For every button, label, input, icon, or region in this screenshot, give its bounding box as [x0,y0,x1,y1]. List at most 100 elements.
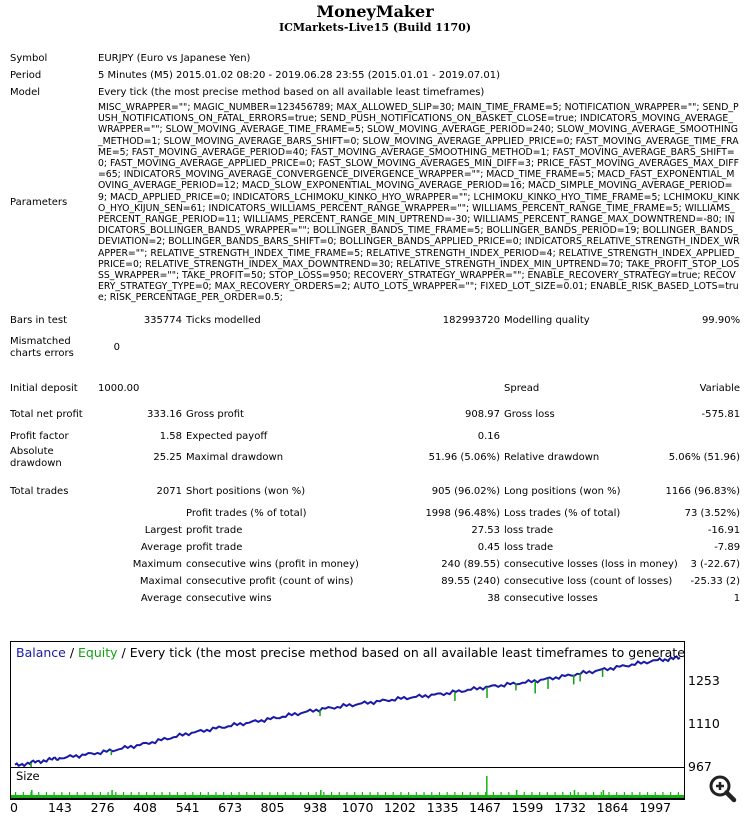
deposit-value: 1000.00 [98,383,140,394]
pt-value: 1998 (96.48%) [425,507,500,519]
abs-dd-value: 25.25 [153,452,182,463]
balance-line [14,655,681,768]
acl-label: consecutive losses [504,592,598,604]
long-label: Long positions (won %) [504,486,621,497]
size-spike [515,790,518,798]
pt-label: Profit trades (% of total) [186,507,307,519]
spread-label: Spread [504,383,540,394]
size-baseline [11,795,684,798]
mismatch-label: Mismatched charts errors [10,336,74,359]
size-label: Size [16,769,40,783]
size-spike [111,790,113,798]
chart-legend: Balance / Equity / Every tick (the most … [16,645,684,660]
x-tick-label: 673 [218,800,243,815]
quality-value: 99.90% [701,314,741,326]
size-spike [320,790,322,798]
net-value: 333.16 [147,409,182,420]
mcp-value: 89.55 (240) [441,575,500,587]
max-dd-label: Maximal drawdown [186,452,284,463]
ticks-label: Ticks modelled [186,314,261,326]
mcl-label: consecutive losses (loss in money) [504,558,678,570]
acw-label: consecutive wins [186,592,272,604]
lt-value: 73 (3.52%) [684,507,741,519]
gross-profit-value: 908.97 [465,409,500,420]
symbol-label: Symbol [10,52,48,64]
al-value: -7.89 [714,541,741,553]
lt-label: Loss trades (% of total) [504,507,621,519]
x-tick-label: 1467 [469,800,501,815]
x-tick-label: 805 [260,800,285,815]
gross-loss-value: -575.81 [701,409,741,420]
x-tick-label: 1202 [384,800,416,815]
lp-value: 27.53 [471,524,500,536]
model-value: Every tick (the most precise method base… [98,86,485,98]
legend-equity: Equity [78,645,118,660]
acw-value: 38 [487,592,500,604]
x-tick-label: 0 [10,800,18,815]
gross-loss-label: Gross loss [504,409,555,420]
report-subtitle: ICMarkets-Live15 (Build 1170) [278,21,472,34]
mcl-value: 3 (-22.67) [690,558,741,570]
mcw-value: 240 (89.55) [441,558,500,570]
trades-value: 2071 [156,486,182,497]
bars-value: 335774 [143,314,182,326]
maximal-label: Maximal [139,575,182,587]
period-value: 5 Minutes (M5) 2015.01.02 08:20 - 2019.0… [98,69,500,81]
trades-label: Total trades [10,486,69,497]
abs-dd-label: Absolute drawdown [10,446,62,469]
ll-value: -16.91 [707,524,741,536]
mcw-label: consecutive wins (profit in money) [186,558,359,570]
model-label: Model [10,86,41,98]
legend-sep: / [65,645,79,660]
period-label: Period [10,69,42,81]
parameters-label: Parameters [10,197,68,209]
size-spike [573,790,576,798]
acl-value: 1 [733,592,741,604]
x-tick-label: 1997 [639,800,672,815]
mclo-value: -25.33 (2) [690,575,741,587]
short-label: Short positions (won %) [186,486,306,497]
rel-dd-label: Relative drawdown [504,452,600,463]
size-spike [602,790,605,798]
size-spike [486,776,488,798]
ep-label: Expected payoff [186,430,268,442]
size-chart-svg [11,776,684,798]
x-tick-label: 276 [90,800,115,815]
report-table: Symbol EURJPY (Euro vs Japanese Yen) Peri… [8,50,742,607]
long-value: 1166 (96.83%) [665,486,741,497]
al-label: loss trade [504,541,554,553]
bars-label: Bars in test [10,314,67,326]
largest-label: Largest [144,524,182,536]
y-tick-label: 1253 [688,673,720,688]
symbol-value: EURJPY (Euro vs Japanese Yen) [98,52,251,64]
zoom-in-icon[interactable] [706,774,740,804]
balance-chart-svg [14,655,681,771]
x-tick-label: 1599 [511,800,544,815]
rel-dd-value: 5.06% (51.96) [668,452,741,463]
y-tick-label: 1110 [688,716,720,731]
ap-value: 0.45 [477,541,500,553]
short-value: 905 (96.02%) [431,486,500,497]
maximum-label: Maximum [132,558,182,570]
mismatch-value: 0 [113,342,120,353]
x-tick-label: 143 [47,800,72,815]
mcp-label: consecutive profit (count of wins) [186,575,354,587]
parameters-value: MISC_WRAPPER=""; MAGIC_NUMBER=123456789;… [98,102,740,304]
legend-balance: Balance [16,645,66,660]
x-tick-label: 1864 [596,800,629,815]
gross-profit-label: Gross profit [186,409,244,420]
y-tick-label: 967 [688,759,712,774]
x-tick-label: 1732 [554,800,587,815]
size-panel: Size [10,767,685,799]
spread-value: Variable [699,383,741,394]
ep-value: 0.16 [477,430,500,442]
ticks-value: 182993720 [442,314,500,326]
x-tick-label: 1070 [341,800,374,815]
max-dd-value: 51.96 (5.06%) [428,452,500,463]
ap-label: profit trade [186,541,243,553]
average-label: Average [140,541,182,553]
deposit-label: Initial deposit [10,383,78,394]
x-tick-label: 408 [133,800,157,815]
ll-label: loss trade [504,524,554,536]
x-tick-label: 541 [175,800,200,815]
